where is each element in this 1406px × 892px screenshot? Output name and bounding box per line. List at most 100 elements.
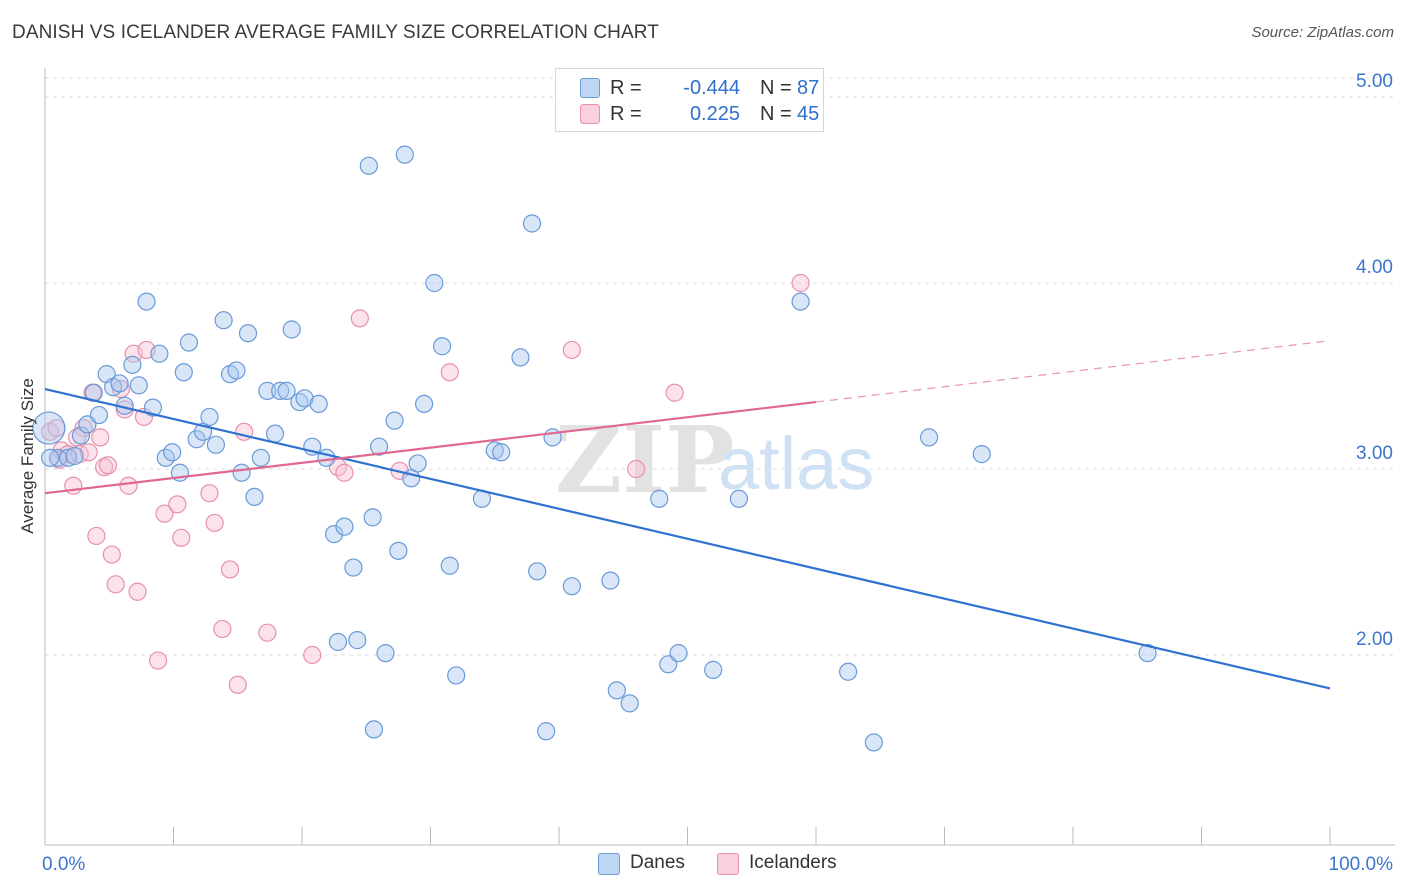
danes-point [71,426,91,445]
icelanders-point [119,476,138,495]
danes-point [669,644,688,663]
danes-point [137,292,156,311]
danes-n-label: N = [760,77,792,99]
chart-title: DANISH VS ICELANDER AVERAGE FAMILY SIZE … [12,22,659,43]
danes-point [325,524,344,544]
x-tick-label-min: 0.0% [42,854,85,875]
icelanders-point [79,443,98,462]
danes-point [729,489,749,508]
y-tick-label: 5.00 [1356,71,1393,92]
danes-points [32,145,1157,752]
icelanders-point [220,560,240,579]
x-tick-label-max: 100.0% [1329,854,1394,875]
danes-point [179,333,199,352]
icelanders-point [303,645,322,665]
danes-point [864,733,883,752]
danes-point [511,348,530,367]
danes-point [150,344,169,363]
danes-point [174,363,193,382]
icelanders-point [106,575,125,594]
danes-point [245,487,264,506]
danes-point [432,337,452,356]
icelanders-point [102,545,121,564]
danes-point [791,292,810,311]
icelanders-trend-line [44,400,817,495]
danes-point [251,448,270,467]
danes-point [492,443,511,462]
danes-point [238,324,258,343]
danes-point [32,411,66,445]
icelanders-point [200,484,219,503]
x-tick-labels: 0.0% 100.0% [42,854,1393,875]
icelanders-point [64,476,83,495]
icelanders-swatch [580,104,600,124]
icelanders-point [440,363,459,382]
danes-point [282,320,301,339]
icelanders-point [258,623,277,642]
icelanders-point [562,340,581,360]
danes-point [522,214,542,233]
danes-point [271,381,290,400]
danes-point [143,398,163,417]
icelanders-n-label: N = [760,103,792,125]
danes-point [440,556,459,575]
danes-point [537,722,556,741]
danes-point [363,508,382,527]
icelanders-point [155,504,174,523]
danes-point [41,448,60,467]
danes-point [258,381,277,400]
danes-point [659,655,678,674]
icelanders-r-label: R = [610,103,642,125]
y-axis-title: Average Family Size [18,378,37,534]
y-tick-label: 3.00 [1356,443,1393,464]
icelanders-point [168,495,187,514]
danes-point [335,517,354,536]
danes-point [129,376,148,395]
danes-point [385,411,404,430]
icelanders-point [98,456,118,475]
danes-point [364,720,384,739]
danes-point [919,428,939,447]
danes-point [370,437,389,456]
danes-point [408,454,427,473]
y-tick-label: 4.00 [1356,257,1393,278]
source-label: Source: ZipAtlas.com [1251,24,1394,41]
danes-trend-line [44,387,1331,690]
y-tick-labels: 2.00 3.00 4.00 5.00 [1356,71,1393,650]
danes-point [328,632,348,652]
gridlines [45,77,1395,656]
icelanders-trend-extension [815,340,1331,403]
danes-point [839,662,858,681]
danes-point [277,381,296,400]
icelanders-point [205,513,224,533]
danes-r-value: -0.444 [683,77,740,99]
danes-point [265,424,285,443]
danes-point [620,694,639,713]
icelanders-legend-swatch [717,853,739,875]
danes-point [447,666,466,685]
danes-point [187,430,206,449]
icelanders-point [87,526,106,546]
watermark: ZIP atlas [555,406,874,514]
danes-point [163,443,182,462]
danes-point [348,631,367,650]
danes-point [227,361,246,380]
danes-point [395,145,414,164]
icelanders-n-value: 45 [797,103,820,125]
icelanders-point [213,619,232,639]
watermark-atlas: atlas [718,422,874,505]
danes-point [528,562,547,581]
icelanders-r-value: 0.225 [689,103,740,125]
danes-legend-label: Danes [630,852,685,873]
icelanders-point [350,309,369,328]
icelanders-point [665,383,684,402]
icelanders-point [626,459,646,479]
danes-point [59,448,78,467]
danes-point [562,577,581,596]
danes-point [344,558,363,577]
danes-point [601,571,620,590]
watermark-zip: ZIP [555,406,734,514]
danes-point [317,448,336,467]
danes-point [65,446,84,466]
